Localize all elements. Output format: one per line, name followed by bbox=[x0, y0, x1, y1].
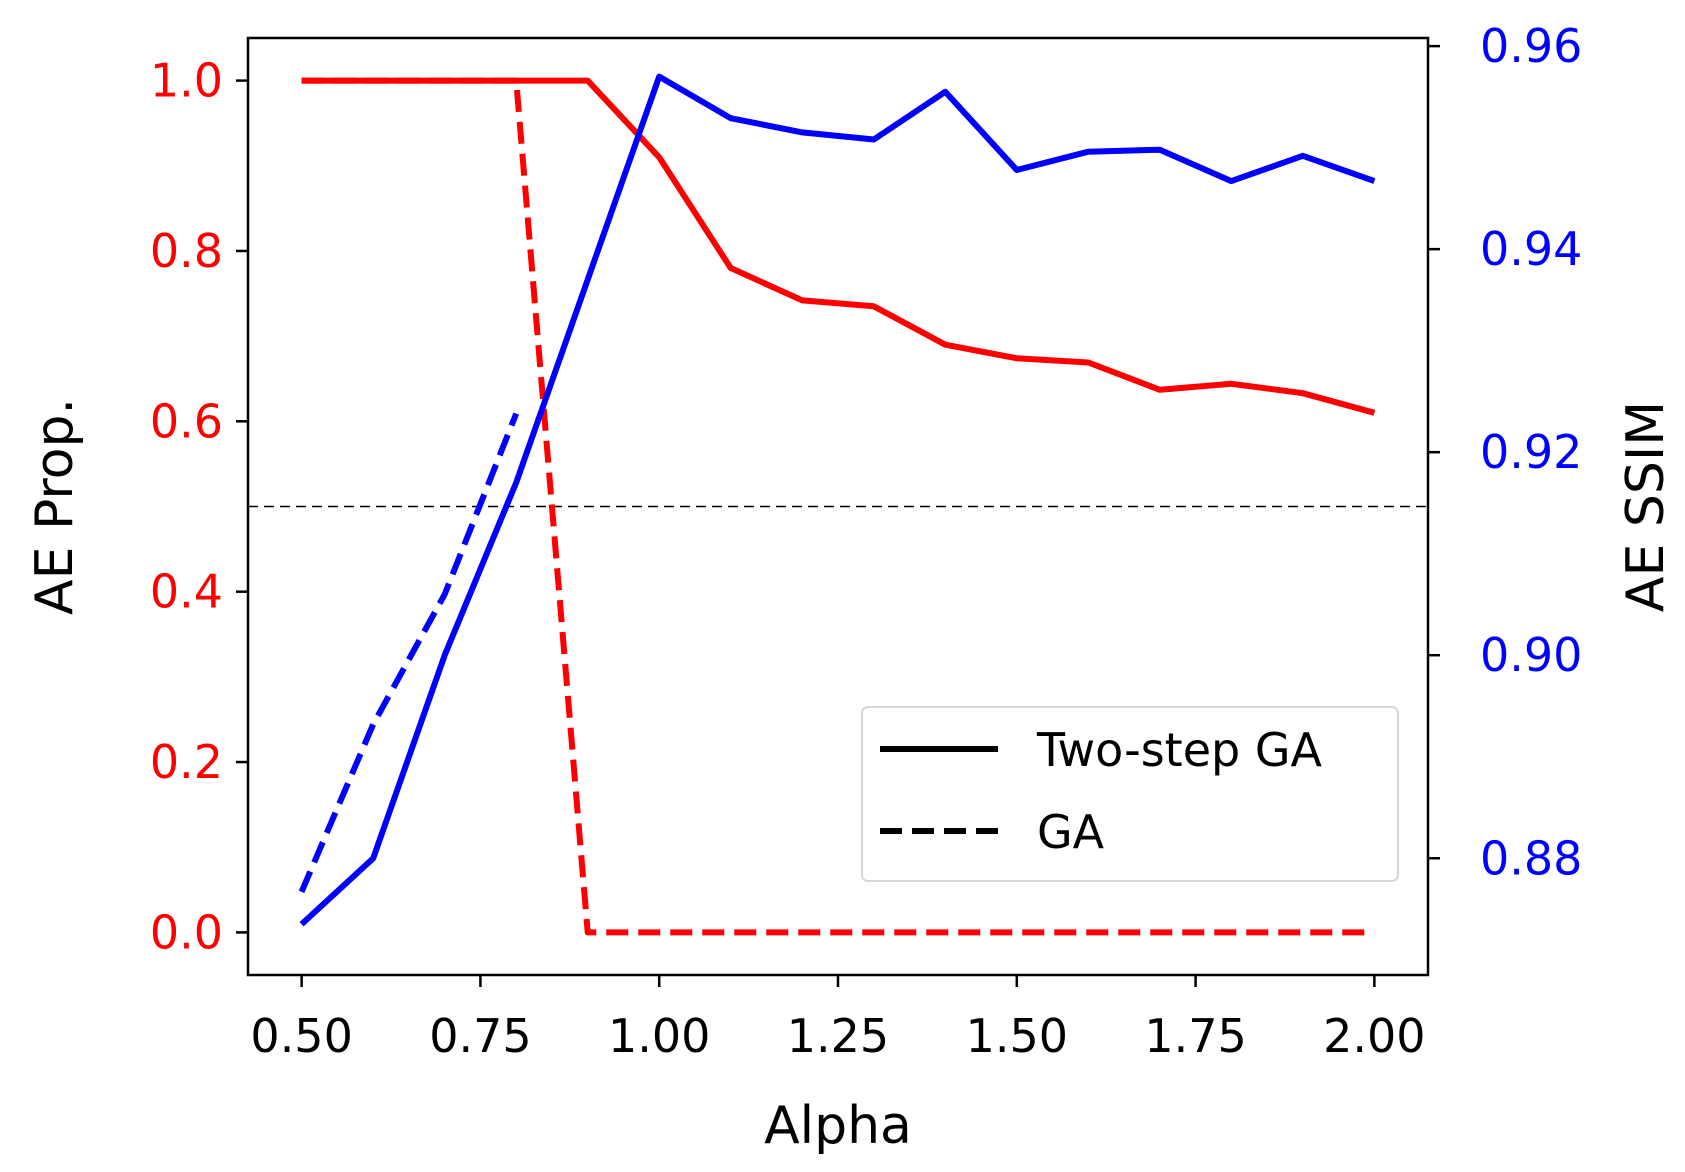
left-y-tick-label: 0.8 bbox=[150, 224, 223, 278]
x-tick-label: 2.00 bbox=[1323, 1009, 1425, 1063]
x-tick-label: 1.00 bbox=[608, 1009, 710, 1063]
left-y-tick-label: 0.4 bbox=[150, 565, 223, 619]
right-y-axis-title: AE SSIM bbox=[1616, 401, 1676, 612]
x-tick-label: 1.75 bbox=[1144, 1009, 1246, 1063]
series-line-left-dashed bbox=[301, 77, 1375, 936]
x-axis-title: Alpha bbox=[764, 1096, 912, 1156]
left-y-tick-label: 0.0 bbox=[150, 905, 223, 959]
series-line-right-solid bbox=[299, 73, 1376, 927]
legend: Two-step GA GA bbox=[861, 706, 1399, 882]
series-line-left-solid bbox=[301, 77, 1376, 416]
legend-label-ga: GA bbox=[1037, 805, 1105, 859]
right-y-tick-label: 0.90 bbox=[1480, 628, 1582, 682]
x-tick-label: 1.25 bbox=[787, 1009, 889, 1063]
plot-data-layer bbox=[248, 73, 1428, 936]
x-tick-label: 1.50 bbox=[966, 1009, 1068, 1063]
left-y-tick-label: 0.6 bbox=[150, 394, 223, 448]
legend-label-two-step-ga: Two-step GA bbox=[1036, 723, 1322, 777]
right-y-tick-label: 0.88 bbox=[1480, 831, 1582, 885]
right-y-tick-label: 0.96 bbox=[1480, 19, 1582, 73]
left-y-axis-title: AE Prop. bbox=[25, 398, 85, 615]
axis-ticks-layer: 0.50 0.75 1.00 1.25 1.50 1.75 2.00 0.0 0.2 0.4 0.6… bbox=[150, 19, 1583, 1063]
x-tick-label: 0.50 bbox=[250, 1009, 352, 1063]
x-tick-label: 0.75 bbox=[429, 1009, 531, 1063]
right-y-tick-label: 0.92 bbox=[1480, 425, 1582, 479]
left-y-tick-label: 0.2 bbox=[150, 735, 223, 789]
right-y-tick-label: 0.94 bbox=[1480, 222, 1582, 276]
series-line-right-dashed bbox=[298, 412, 519, 893]
left-y-tick-label: 1.0 bbox=[150, 54, 223, 108]
